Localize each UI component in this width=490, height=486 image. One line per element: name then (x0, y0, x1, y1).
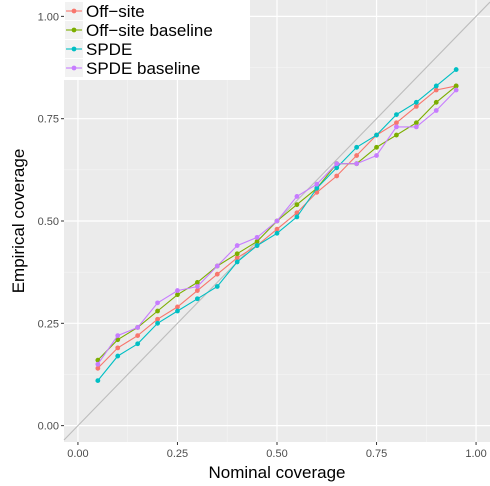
data-point (115, 353, 121, 359)
series-3 (95, 87, 459, 367)
data-point (354, 153, 360, 158)
data-point (214, 263, 220, 269)
data-point (374, 144, 379, 150)
data-point (453, 83, 459, 89)
data-point (374, 132, 379, 138)
legend-item-1: Off−site baseline (65, 21, 213, 40)
data-point (234, 259, 240, 265)
data-point (433, 108, 439, 113)
data-point (354, 144, 360, 150)
data-point (294, 202, 300, 208)
data-point (95, 357, 101, 363)
data-point (175, 288, 180, 293)
data-point (433, 83, 439, 89)
data-point (314, 185, 320, 191)
x-tick-label: 0.50 (266, 448, 287, 460)
data-point (155, 308, 160, 314)
data-point (135, 325, 141, 330)
data-point (334, 165, 340, 171)
data-point (294, 194, 300, 199)
data-point (175, 308, 180, 314)
data-point (274, 230, 280, 236)
y-tick-label: 0.25 (38, 318, 59, 330)
y-tick-label: 1.00 (38, 11, 59, 23)
y-tick-label: 0.00 (38, 421, 59, 433)
data-point (254, 243, 260, 248)
legend-key-point (71, 46, 77, 52)
data-point (314, 189, 320, 195)
data-point (294, 214, 300, 220)
data-point (374, 153, 379, 158)
data-point (274, 218, 280, 224)
data-point (433, 87, 439, 93)
data-point (234, 243, 240, 248)
y-axis-title: Empirical coverage (9, 149, 28, 294)
data-point (115, 337, 121, 343)
data-point (453, 87, 459, 93)
data-point (334, 161, 340, 167)
data-point (155, 300, 160, 306)
data-point (135, 333, 141, 338)
y-tick-label: 0.50 (38, 216, 59, 228)
data-point (194, 288, 200, 293)
x-tick-label: 1.00 (465, 448, 486, 460)
data-point (314, 181, 320, 187)
data-point (135, 341, 141, 347)
data-point (294, 210, 300, 216)
data-point (413, 120, 419, 126)
x-tick-label: 0.00 (67, 448, 88, 460)
data-point (194, 296, 200, 302)
data-point (234, 251, 240, 257)
data-point (115, 345, 121, 351)
legend-item-0: Off−site (65, 2, 145, 21)
data-point (214, 271, 220, 277)
y-tick-label: 0.75 (38, 114, 59, 126)
data-point (354, 161, 360, 167)
x-axis-title: Nominal coverage (208, 463, 345, 482)
data-point (194, 279, 200, 285)
legend-label: Off−site baseline (86, 21, 213, 40)
data-point (214, 284, 220, 289)
y-axis-ticks: 0.00 0.25 0.50 0.75 1.00 (38, 11, 64, 433)
data-point (254, 234, 260, 240)
x-axis-ticks: 0.00 0.25 0.50 0.75 1.00 (67, 442, 487, 460)
legend-label: Off−site (86, 2, 145, 21)
data-point (413, 124, 419, 130)
data-point (175, 292, 180, 298)
data-point (234, 255, 240, 261)
data-point (394, 132, 399, 138)
legend-box (64, 0, 250, 80)
data-point (274, 226, 280, 232)
legend-label: SPDE baseline (86, 59, 200, 78)
data-point (254, 239, 260, 244)
legend-item-3: SPDE baseline (65, 59, 200, 78)
data-point (155, 316, 160, 322)
data-point (334, 173, 340, 179)
data-point (95, 378, 101, 384)
data-point (194, 284, 200, 289)
data-point (95, 361, 101, 367)
data-point (394, 124, 399, 130)
series-layer (95, 67, 459, 384)
legend-key-point (71, 8, 77, 14)
series-2 (95, 67, 459, 384)
data-point (95, 365, 101, 371)
legend-key-point (71, 65, 77, 71)
data-point (413, 99, 419, 105)
data-point (453, 67, 459, 72)
data-point (433, 99, 439, 105)
legend-item-2: SPDE (65, 40, 132, 59)
legend-key-point (71, 27, 77, 33)
x-tick-label: 0.75 (366, 448, 387, 460)
data-point (155, 320, 160, 326)
data-point (413, 104, 419, 109)
x-tick-label: 0.25 (167, 448, 188, 460)
legend-label: SPDE (86, 40, 132, 59)
data-point (115, 333, 121, 338)
data-point (394, 120, 399, 126)
data-point (175, 304, 180, 310)
data-point (394, 112, 399, 117)
